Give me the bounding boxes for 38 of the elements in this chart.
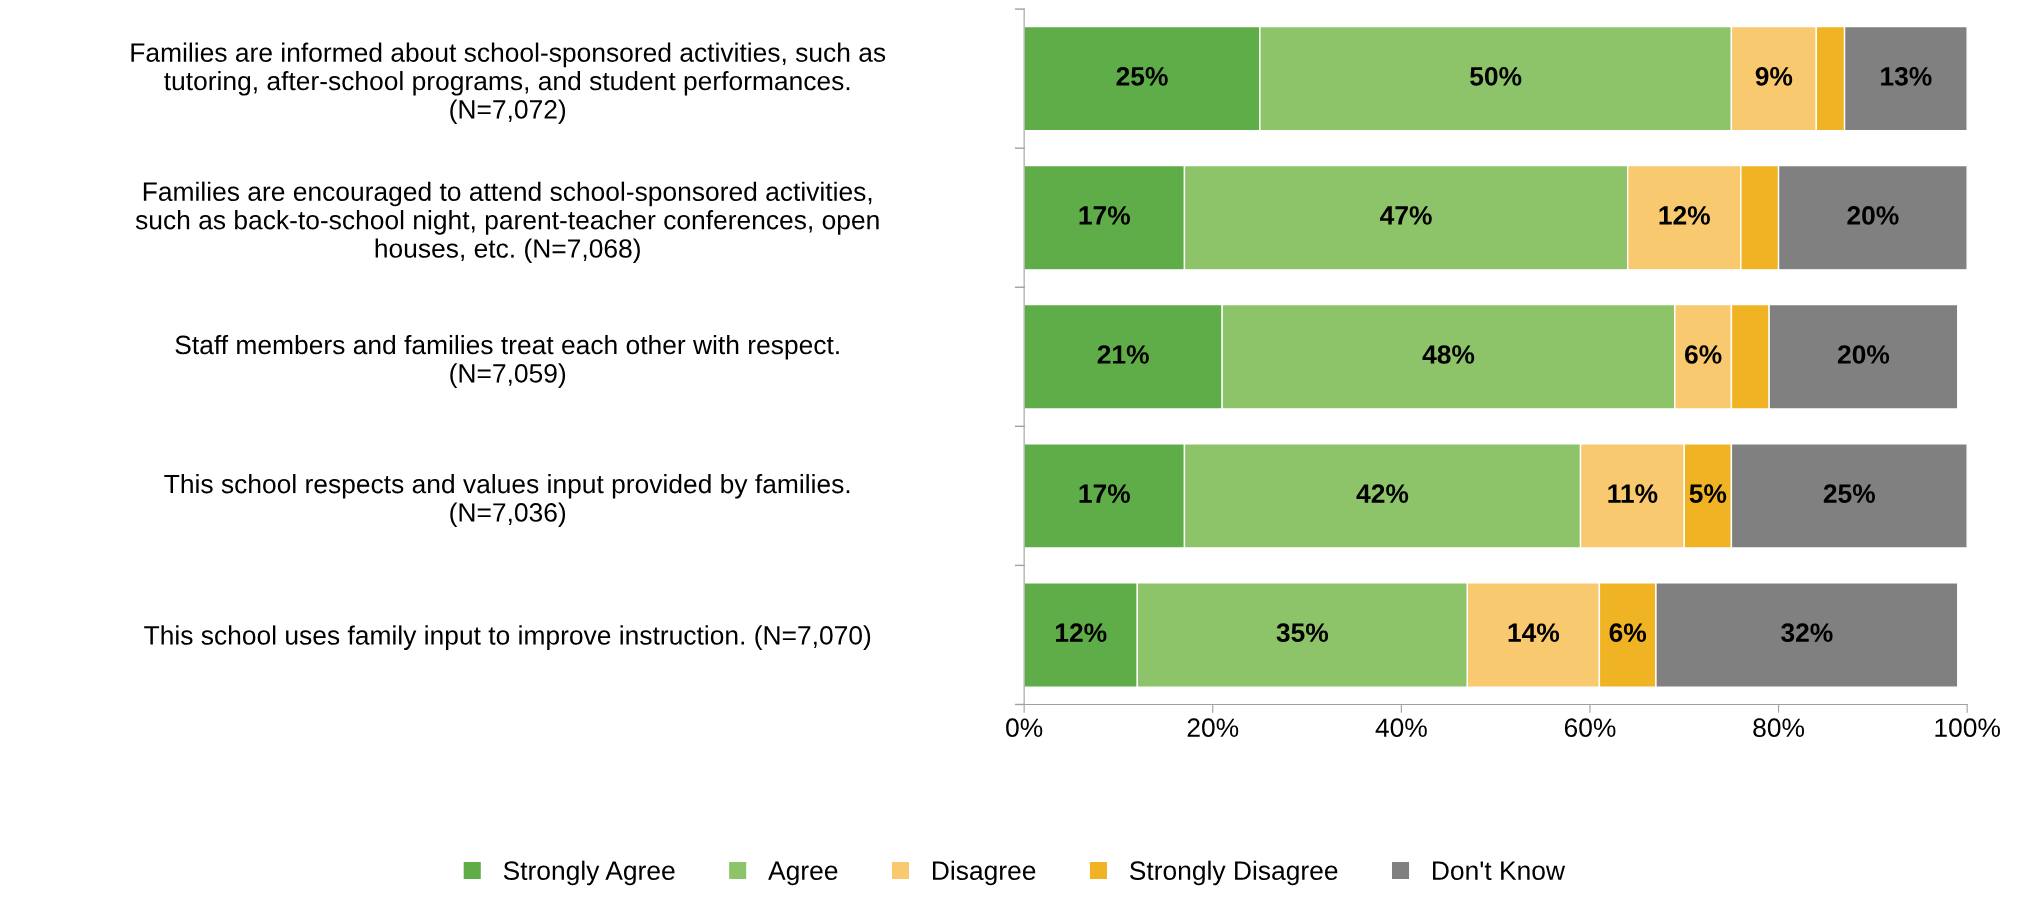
y-tick-label: Families are encouraged to attend school-sponsored activities, such as back-to-school night, parent-teacher conferences, open houses, etc. (N=7,068) xyxy=(135,181,879,264)
x-tick-label: 40% xyxy=(1375,718,1427,738)
y-tick-label: Staff members and families treat each other with respect. (N=7,059) xyxy=(175,334,839,388)
data-label: 6% xyxy=(1609,623,1647,643)
data-label: 50% xyxy=(1470,67,1522,86)
data-label: 20% xyxy=(1837,345,1890,364)
data-label: 32% xyxy=(1781,623,1833,643)
x-tick-label: 0% xyxy=(1006,718,1043,738)
data-label: 17% xyxy=(1079,484,1131,503)
data-label: 25% xyxy=(1823,484,1875,503)
data-label: 21% xyxy=(1097,345,1149,364)
data-label: 42% xyxy=(1356,484,1409,503)
x-tick-label: 100% xyxy=(1935,718,2000,738)
legend-label: Strongly Agree xyxy=(503,860,675,886)
data-label: 35% xyxy=(1276,623,1329,643)
data-label: 17% xyxy=(1079,206,1131,225)
y-tick-label: This school uses family input to improve instruction. (N=7,070) xyxy=(144,625,871,650)
legend-label: Strongly Disagree xyxy=(1129,860,1338,886)
x-tick-label: 80% xyxy=(1753,718,1805,738)
data-label: 6% xyxy=(1685,345,1722,364)
legend-label: Agree xyxy=(768,861,838,886)
x-tick-label: 60% xyxy=(1564,718,1616,738)
legend-label: Disagree xyxy=(932,860,1036,886)
y-tick-label: This school respects and values input provided by families. (N=7,036) xyxy=(164,474,850,528)
legend-label: Don't Know xyxy=(1433,861,1566,881)
data-label: 5% xyxy=(1689,484,1727,503)
data-label: 47% xyxy=(1380,206,1432,225)
x-tick-label: 20% xyxy=(1187,718,1239,738)
data-label: 12% xyxy=(1055,623,1107,642)
data-label: 13% xyxy=(1881,67,1932,86)
data-label: 25% xyxy=(1116,67,1168,86)
data-label: 11% xyxy=(1608,484,1658,503)
data-label: 14% xyxy=(1508,623,1560,642)
data-label: 48% xyxy=(1422,345,1475,364)
data-label: 9% xyxy=(1755,67,1793,86)
data-label: 20% xyxy=(1847,206,1899,225)
y-tick-label: Families are informed about school-sponsored activities, such as tutoring, after-school programs, and student performances. (N=7,072) xyxy=(131,42,886,124)
data-label: 12% xyxy=(1659,206,1710,225)
